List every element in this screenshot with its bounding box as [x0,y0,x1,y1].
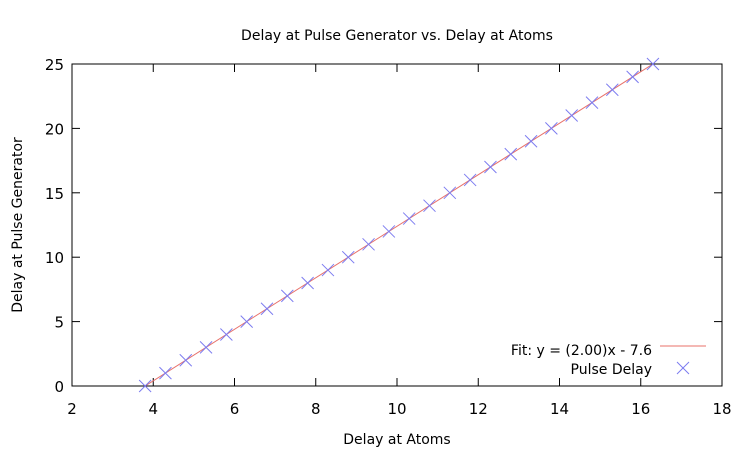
x-marker-icon [545,122,558,135]
x-marker-icon [138,379,152,393]
y-axis-ticks: 0 5 10 15 20 25 [45,56,722,396]
y-tick-label: 0 [54,378,64,396]
plot-area [71,63,723,387]
x-marker-icon [646,57,660,71]
x-marker-icon [159,366,172,380]
x-marker-icon [504,147,518,161]
x-marker-icon [260,302,274,316]
x-marker-icon [524,134,538,148]
x-marker-icon [484,160,497,174]
x-tick-label: 8 [311,400,321,418]
x-tick-label: 10 [387,400,406,418]
x-axis-ticks: 2 4 6 8 10 12 14 16 18 [67,64,732,418]
x-tick-label: 18 [712,400,731,418]
x-tick-label: 2 [67,400,77,418]
x-tick-label: 16 [631,400,650,418]
data-points [138,57,660,393]
y-axis-label: Delay at Pulse Generator [10,137,26,313]
x-tick-label: 6 [230,400,240,418]
legend-fit-label: Fit: y = (2.00)x - 7.6 [511,343,652,359]
x-marker-icon [565,109,579,122]
x-tick-label: 14 [550,400,569,418]
legend-x-marker-icon [676,361,690,375]
x-marker-icon [626,70,639,84]
x-marker-icon [220,328,233,341]
plot-frame [71,63,723,387]
x-marker-icon [280,289,294,303]
x-marker-icon [321,263,335,277]
x-marker-icon [362,237,375,251]
fit-line [144,63,654,387]
x-marker-icon [605,83,619,97]
y-tick-label: 10 [45,249,64,267]
x-tick-label: 4 [148,400,158,418]
x-axis-label: Delay at Atoms [343,432,450,448]
x-marker-icon [240,315,254,328]
chart-title: Delay at Pulse Generator vs. Delay at At… [241,28,553,44]
legend: Fit: y = (2.00)x - 7.6 Pulse Delay [511,343,706,378]
y-tick-label: 25 [45,56,64,74]
legend-points-label: Pulse Delay [571,362,652,378]
x-marker-icon [585,96,599,109]
y-tick-label: 20 [45,120,64,138]
x-marker-icon [179,353,193,367]
x-marker-icon [443,186,457,200]
x-marker-icon [463,173,477,187]
x-marker-icon [341,250,355,264]
x-marker-icon [301,276,314,290]
x-marker-icon [402,212,416,225]
x-tick-label: 12 [469,400,488,418]
x-marker-icon [423,199,436,213]
x-marker-icon [382,225,396,238]
x-marker-icon [199,341,213,354]
y-tick-label: 5 [54,314,64,332]
y-tick-label: 15 [45,185,64,203]
